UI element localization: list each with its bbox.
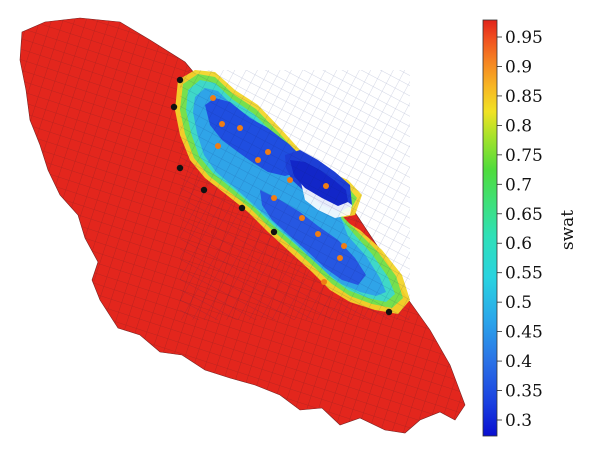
colorbar-tick-label: 0.55 xyxy=(505,264,543,284)
colorbar-tick-label: 0.8 xyxy=(505,116,532,136)
colorbar-tick-label: 0.6 xyxy=(505,234,532,254)
producer-well xyxy=(200,186,208,194)
colorbar-tick-label: 0.4 xyxy=(505,352,532,372)
injector-well xyxy=(323,183,329,189)
colorbar-label: swat xyxy=(558,210,578,250)
low-saturation-core xyxy=(180,70,410,320)
colorbar-tick-label: 0.45 xyxy=(505,323,543,343)
injector-well xyxy=(255,157,261,163)
colorbar-tick-label: 0.3 xyxy=(505,411,532,431)
injector-well xyxy=(271,195,277,201)
colorbar-tick-label: 0.65 xyxy=(505,205,543,225)
colorbar-tick-label: 0.7 xyxy=(505,175,532,195)
injector-well xyxy=(237,125,243,131)
producer-well xyxy=(385,308,393,316)
injector-well xyxy=(287,177,293,183)
injector-well xyxy=(215,143,221,149)
producer-well xyxy=(238,204,246,212)
injector-well xyxy=(265,149,271,155)
colorbar-tick-label: 0.9 xyxy=(505,57,532,77)
producer-wells xyxy=(170,76,393,316)
colorbar-tick-label: 0.95 xyxy=(505,28,543,48)
colorbar-tick-label: 0.75 xyxy=(505,146,543,166)
colorbar-tick-label: 0.5 xyxy=(505,293,532,313)
producer-well xyxy=(170,103,178,111)
colorbar: 0.95 0.9 0.85 0.8 0.75 0.7 0.65 0.6 0.55 0.5 0.45 0… xyxy=(482,19,578,437)
injector-well xyxy=(299,215,305,221)
injector-well xyxy=(315,231,321,237)
injector-wells xyxy=(210,95,347,285)
colorbar-tick-label: 0.35 xyxy=(505,382,543,402)
injector-well xyxy=(210,95,216,101)
producer-well xyxy=(176,76,184,84)
injector-well xyxy=(337,255,343,261)
injector-well xyxy=(219,121,225,127)
colorbar-tick-label: 0.85 xyxy=(505,87,543,107)
colorbar-ticks: 0.95 0.9 0.85 0.8 0.75 0.7 0.65 0.6 0.55 0.5 0.45 0… xyxy=(497,28,543,431)
colorbar-gradient xyxy=(482,19,498,437)
producer-well xyxy=(270,228,278,236)
injector-well xyxy=(341,243,347,249)
injector-well xyxy=(321,279,327,285)
producer-well xyxy=(176,164,184,172)
